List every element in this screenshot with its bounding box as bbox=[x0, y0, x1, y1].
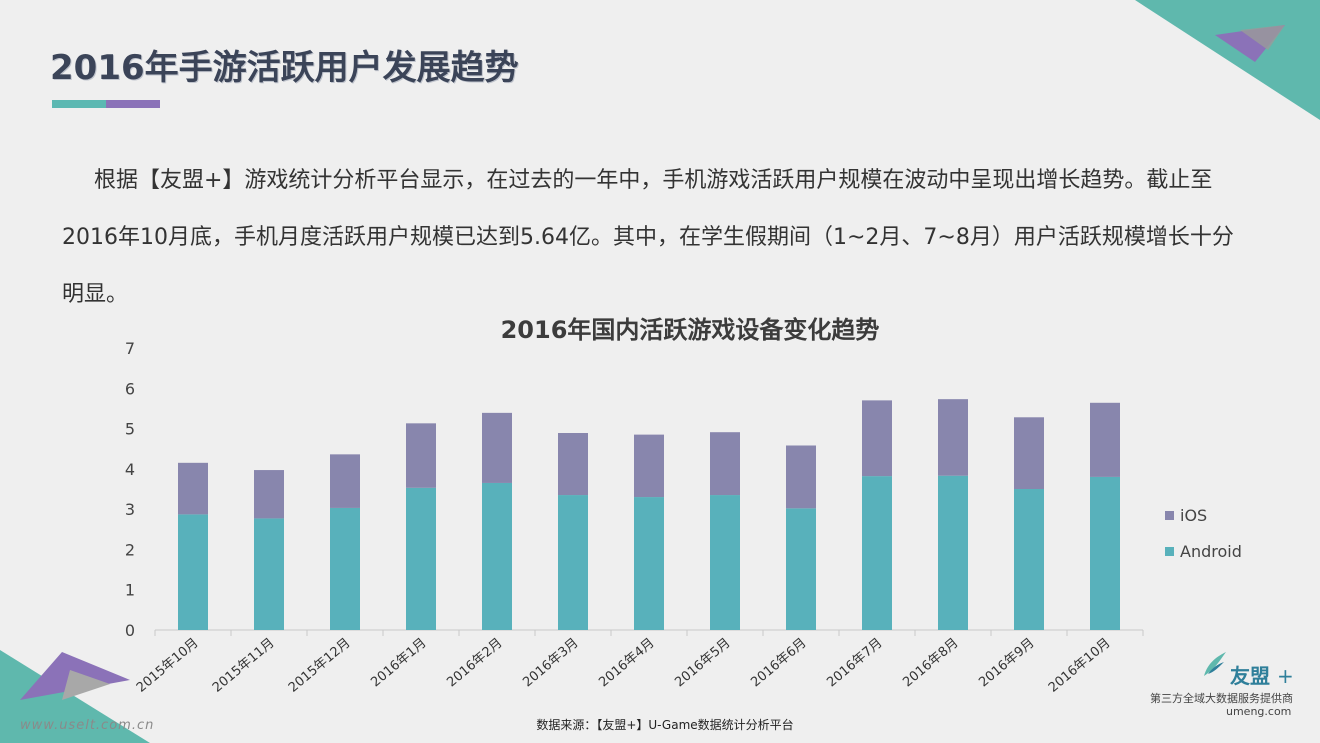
x-tick-label: 2016年3月 bbox=[520, 636, 581, 691]
intro-text: 根据【友盟+】游戏统计分析平台显示，在过去的一年中，手机游戏活跃用户规模在波动中… bbox=[62, 168, 1234, 307]
bar-ios bbox=[1090, 402, 1120, 477]
brand-suffix: + bbox=[1276, 664, 1294, 688]
bar-ios bbox=[786, 445, 816, 509]
x-tick-label: 2016年9月 bbox=[976, 636, 1037, 691]
intro-paragraph: 根据【友盟+】游戏统计分析平台显示，在过去的一年中，手机游戏活跃用户规模在波动中… bbox=[62, 152, 1247, 323]
bar-ios bbox=[938, 399, 968, 476]
x-tick-label: 2015年12月 bbox=[286, 636, 354, 696]
legend-swatch-android bbox=[1165, 547, 1174, 556]
bar-ios bbox=[178, 462, 208, 515]
bar-ios bbox=[634, 434, 664, 498]
bar-ios bbox=[1014, 417, 1044, 489]
y-tick-label: 0 bbox=[125, 621, 135, 640]
bar-android bbox=[634, 497, 664, 630]
bar-android bbox=[1090, 476, 1120, 630]
x-tick-label: 2016年5月 bbox=[672, 636, 733, 691]
legend-label-android: Android bbox=[1180, 542, 1242, 561]
y-tick-label: 5 bbox=[125, 420, 135, 439]
page-title: 2016年手游活跃用户发展趋势 bbox=[50, 48, 519, 88]
bar-android bbox=[178, 514, 208, 630]
x-tick-label: 2016年7月 bbox=[824, 636, 885, 691]
y-tick-label: 6 bbox=[125, 379, 135, 398]
bar-ios bbox=[862, 400, 892, 477]
y-tick-label: 3 bbox=[125, 500, 135, 519]
x-tick-label: 2016年1月 bbox=[368, 636, 429, 691]
bar-ios bbox=[482, 412, 512, 483]
title-underline bbox=[52, 100, 160, 108]
bar-android bbox=[558, 495, 588, 630]
x-tick-label: 2016年6月 bbox=[748, 636, 809, 691]
brand-url: umeng.com bbox=[1226, 705, 1292, 718]
y-tick-label: 4 bbox=[125, 460, 135, 479]
bar-ios bbox=[710, 432, 740, 496]
x-tick-label: 2015年10月 bbox=[134, 636, 202, 696]
bar-android bbox=[330, 507, 360, 630]
bar-android bbox=[786, 508, 816, 630]
bar-android bbox=[482, 482, 512, 630]
x-tick-label: 2016年8月 bbox=[900, 636, 961, 691]
x-tick-label: 2016年4月 bbox=[596, 636, 657, 691]
bar-ios bbox=[330, 454, 360, 508]
x-tick-label: 2016年2月 bbox=[444, 636, 505, 691]
brand-name: 友盟 + bbox=[1230, 664, 1294, 688]
y-tick-label: 2 bbox=[125, 540, 135, 559]
x-tick-label: 2016年10月 bbox=[1046, 636, 1114, 696]
legend-label-ios: iOS bbox=[1180, 506, 1207, 525]
chart-title: 2016年国内活跃游戏设备变化趋势 bbox=[500, 316, 880, 344]
x-tick-label: 2015年11月 bbox=[210, 636, 278, 696]
bar-android bbox=[406, 487, 436, 630]
bar-ios bbox=[558, 433, 588, 496]
legend-swatch-ios bbox=[1165, 511, 1174, 520]
y-tick-label: 1 bbox=[125, 581, 135, 600]
bar-android bbox=[1014, 489, 1044, 630]
bar-android bbox=[938, 475, 968, 630]
bar-android bbox=[254, 518, 284, 630]
watermark: www.uselt.com.cn bbox=[20, 718, 155, 733]
bar-ios bbox=[406, 423, 436, 488]
data-source: 数据来源：【友盟+】U-Game数据统计分析平台 bbox=[536, 718, 794, 732]
brand-tagline: 第三方全域大数据服务提供商 bbox=[1150, 692, 1293, 705]
y-tick-label: 7 bbox=[125, 339, 135, 358]
bar-ios bbox=[254, 470, 284, 519]
bar-android bbox=[862, 476, 892, 630]
umeng-logo-icon bbox=[1204, 652, 1226, 676]
bar-android bbox=[710, 495, 740, 630]
